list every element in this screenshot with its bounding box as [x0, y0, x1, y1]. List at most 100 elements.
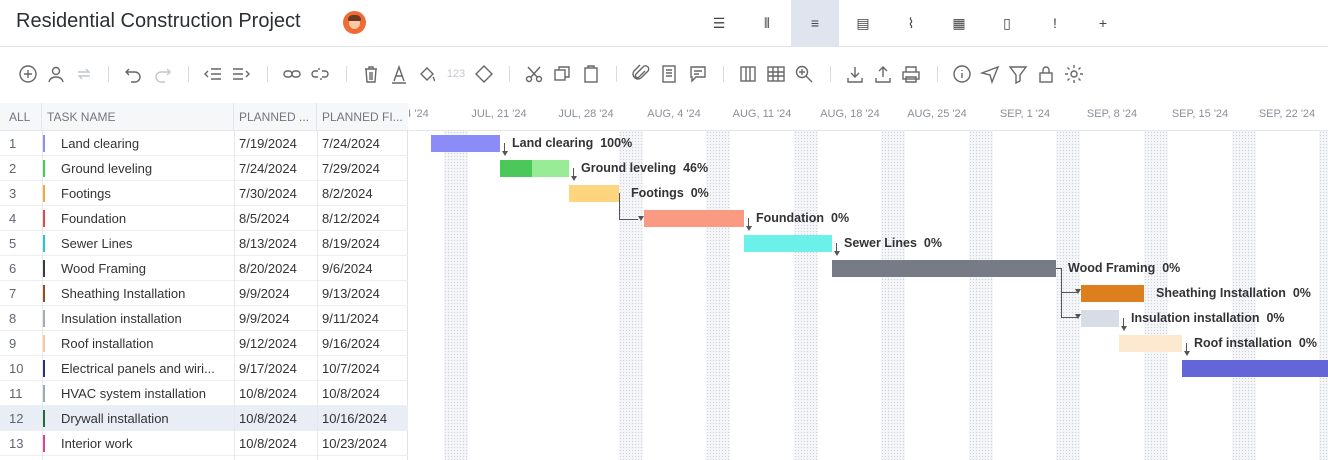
- text-color-icon[interactable]: [388, 63, 410, 85]
- table-row[interactable]: 10 Electrical panels and wiri... 9/17/2024…: [0, 356, 408, 381]
- task-name-cell[interactable]: Interior work: [61, 436, 133, 451]
- task-name-cell[interactable]: Foundation: [61, 211, 127, 226]
- planned-start-cell[interactable]: 9/9/2024: [239, 311, 290, 326]
- planned-start-cell[interactable]: 7/19/2024: [239, 136, 297, 151]
- task-name-cell[interactable]: Sewer Lines: [61, 236, 133, 251]
- planned-start-cell[interactable]: 8/5/2024: [239, 211, 290, 226]
- planned-start-cell[interactable]: 9/9/2024: [239, 286, 290, 301]
- info-icon[interactable]: [951, 63, 973, 85]
- table-row[interactable]: 8 Insulation installation 9/9/2024 9/11/202…: [0, 306, 408, 331]
- table-row[interactable]: 2 Ground leveling 7/24/2024 7/29/2024: [0, 156, 408, 181]
- export-icon[interactable]: [872, 63, 894, 85]
- table-row[interactable]: 11 HVAC system installation 10/8/2024 10/8/…: [0, 381, 408, 406]
- planned-start-cell[interactable]: 10/8/2024: [239, 411, 297, 426]
- risk-view-icon[interactable]: !: [1053, 15, 1057, 31]
- paste-icon[interactable]: [580, 63, 602, 85]
- gantt-task-bar[interactable]: [1119, 335, 1182, 352]
- task-name-cell[interactable]: Land clearing: [61, 136, 140, 151]
- table-row[interactable]: 7 Sheathing Installation 9/9/2024 9/13/2024: [0, 281, 408, 306]
- number-format-icon[interactable]: 123: [446, 68, 466, 80]
- link-icon[interactable]: [281, 63, 303, 85]
- column-header-planned-start[interactable]: PLANNED ...: [234, 103, 317, 131]
- zoom-icon[interactable]: [793, 63, 815, 85]
- column-header-task-name[interactable]: TASK NAME: [42, 103, 234, 131]
- task-name-cell[interactable]: Wood Framing: [61, 261, 147, 276]
- planned-start-cell[interactable]: 7/24/2024: [239, 161, 297, 176]
- task-name-cell[interactable]: Roof installation: [61, 336, 154, 351]
- planned-finish-cell[interactable]: 10/8/2024: [322, 386, 380, 401]
- task-name-cell[interactable]: Electrical panels and wiri...: [61, 361, 215, 376]
- cut-icon[interactable]: [523, 63, 545, 85]
- dashboard-view-icon[interactable]: ⌇: [907, 14, 915, 31]
- column-header-planned-finish[interactable]: PLANNED FI...: [322, 110, 403, 124]
- planned-start-cell[interactable]: 10/8/2024: [239, 386, 297, 401]
- planned-start-cell[interactable]: 8/13/2024: [239, 236, 297, 251]
- recurring-icon[interactable]: [73, 63, 95, 85]
- undo-icon[interactable]: [122, 63, 144, 85]
- task-name-cell[interactable]: Insulation installation: [61, 311, 182, 326]
- outdent-icon[interactable]: [202, 63, 224, 85]
- docs-view-icon[interactable]: ▯: [1003, 14, 1011, 31]
- attachment-icon[interactable]: [630, 63, 652, 85]
- table-row[interactable]: 6 Wood Framing 8/20/2024 9/6/2024: [0, 256, 408, 281]
- table-row[interactable]: 9 Roof installation 9/12/2024 9/16/2024: [0, 331, 408, 356]
- print-icon[interactable]: [900, 63, 922, 85]
- planned-finish-cell[interactable]: 9/6/2024: [322, 261, 373, 276]
- gantt-task-bar[interactable]: [1081, 285, 1144, 302]
- list-view-icon[interactable]: ☰: [712, 14, 726, 31]
- delete-icon[interactable]: [360, 63, 382, 85]
- copy-icon[interactable]: [551, 63, 573, 85]
- grid-icon[interactable]: [765, 63, 787, 85]
- milestone-icon[interactable]: [473, 63, 495, 85]
- indent-icon[interactable]: [230, 63, 252, 85]
- planned-start-cell[interactable]: 7/30/2024: [239, 186, 297, 201]
- sheet-view-icon[interactable]: ▤: [856, 14, 870, 31]
- planned-start-cell[interactable]: 9/17/2024: [239, 361, 297, 376]
- gantt-task-bar[interactable]: [644, 210, 744, 227]
- gantt-task-bar[interactable]: [832, 260, 1056, 277]
- columns-icon[interactable]: [737, 63, 759, 85]
- comment-icon[interactable]: [687, 63, 709, 85]
- task-name-cell[interactable]: Footings: [61, 186, 111, 201]
- gantt-view-icon[interactable]: ≡: [791, 0, 839, 46]
- planned-finish-cell[interactable]: 9/11/2024: [322, 311, 379, 326]
- planned-finish-cell[interactable]: 10/16/2024: [322, 411, 388, 426]
- planned-finish-cell[interactable]: 8/2/2024: [322, 186, 373, 201]
- planned-finish-cell[interactable]: 8/12/2024: [322, 211, 380, 226]
- table-row[interactable]: 12 Drywall installation 10/8/2024 10/16/202…: [0, 406, 408, 431]
- planned-finish-cell[interactable]: 9/13/2024: [322, 286, 380, 301]
- settings-icon[interactable]: [1063, 63, 1085, 85]
- unlink-icon[interactable]: [309, 63, 331, 85]
- board-view-icon[interactable]: ⫴: [764, 14, 770, 31]
- table-row[interactable]: 4 Foundation 8/5/2024 8/12/2024: [0, 206, 408, 231]
- gantt-task-bar[interactable]: [1081, 310, 1119, 327]
- task-name-cell[interactable]: Ground leveling: [61, 161, 153, 176]
- add-task-icon[interactable]: [17, 63, 39, 85]
- avatar[interactable]: [343, 11, 366, 34]
- fill-color-icon[interactable]: [416, 63, 438, 85]
- planned-finish-cell[interactable]: 10/7/2024: [322, 361, 380, 376]
- add-view-icon[interactable]: +: [1098, 15, 1108, 31]
- column-header-all[interactable]: ALL: [0, 103, 42, 131]
- gantt-task-bar[interactable]: [431, 135, 500, 152]
- planned-finish-cell[interactable]: 9/16/2024: [322, 336, 380, 351]
- redo-icon[interactable]: [152, 63, 174, 85]
- planned-start-cell[interactable]: 9/12/2024: [239, 336, 297, 351]
- planned-finish-cell[interactable]: 7/29/2024: [322, 161, 380, 176]
- filter-icon[interactable]: [1007, 63, 1029, 85]
- notes-icon[interactable]: [658, 63, 680, 85]
- import-icon[interactable]: [844, 63, 866, 85]
- gantt-task-bar[interactable]: [744, 235, 832, 252]
- gantt-task-bar[interactable]: [1182, 360, 1328, 377]
- planned-finish-cell[interactable]: 8/19/2024: [322, 236, 380, 251]
- planned-start-cell[interactable]: 8/20/2024: [239, 261, 297, 276]
- table-row[interactable]: 5 Sewer Lines 8/13/2024 8/19/2024: [0, 231, 408, 256]
- table-row[interactable]: 13 Interior work 10/8/2024 10/23/2024: [0, 431, 408, 456]
- assign-user-icon[interactable]: [45, 63, 67, 85]
- task-name-cell[interactable]: Sheathing Installation: [61, 286, 186, 301]
- planned-finish-cell[interactable]: 10/23/2024: [322, 436, 388, 451]
- send-icon[interactable]: [979, 63, 1001, 85]
- gantt-task-bar[interactable]: [500, 160, 569, 177]
- gantt-task-bar[interactable]: [569, 185, 619, 202]
- table-row[interactable]: 3 Footings 7/30/2024 8/2/2024: [0, 181, 408, 206]
